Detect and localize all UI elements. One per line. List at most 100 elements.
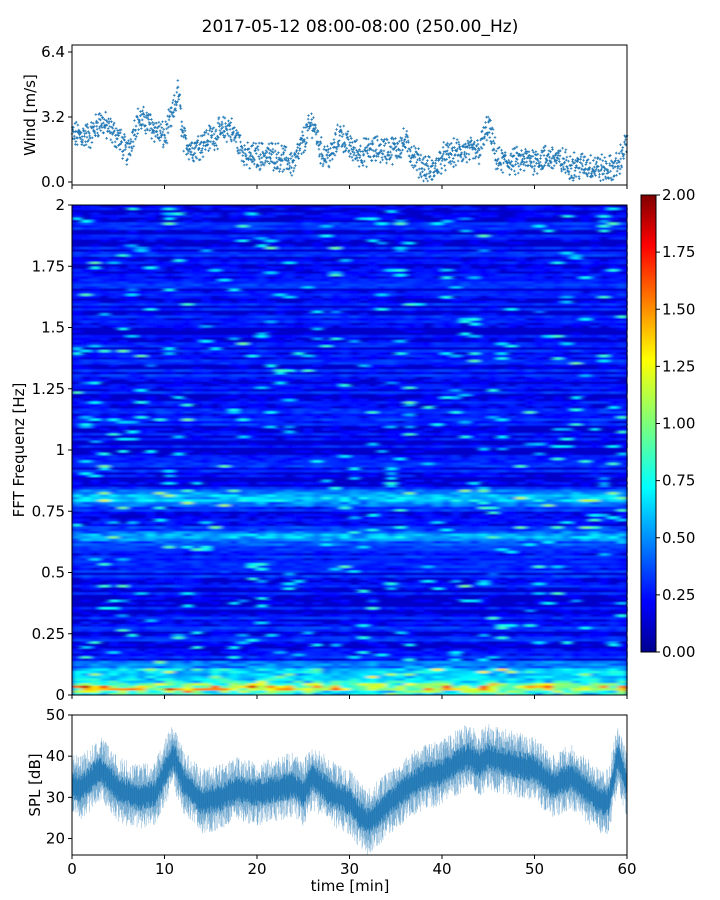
spectrogram-cell <box>146 543 156 546</box>
spectrogram-cell <box>155 619 166 622</box>
spectrogram-cell <box>229 672 240 676</box>
spectrogram-cell <box>229 660 240 664</box>
spectrogram-cell <box>257 383 267 387</box>
spectrogram-cell <box>109 295 119 299</box>
spectrogram-cell <box>72 672 82 676</box>
wind-point <box>440 166 444 170</box>
spectrogram-cell <box>136 374 147 377</box>
spectrogram-cell <box>109 660 119 664</box>
spectrogram-cell <box>238 481 249 485</box>
spectrogram-cell <box>247 278 258 282</box>
spectrogram-cell <box>136 670 147 674</box>
spectrogram-cell <box>210 300 221 304</box>
spectrogram-cell <box>146 261 156 265</box>
spectrogram-cell <box>127 354 138 358</box>
spectrogram-cell <box>266 359 277 363</box>
spectrogram-cell <box>72 261 82 265</box>
spectrogram-cell <box>146 361 156 365</box>
spectrogram-cell <box>183 501 193 505</box>
spectrogram-cell <box>210 347 221 350</box>
spectrogram-cell <box>99 648 110 652</box>
spectrogram-cell <box>146 538 156 542</box>
spectrogram-cell <box>183 359 193 363</box>
spectrogram-cell <box>109 344 119 348</box>
spectrogram-cell <box>201 523 212 527</box>
spectrogram-cell <box>72 609 82 613</box>
wind-point <box>493 136 497 139</box>
spectrogram-cell <box>136 663 147 666</box>
spectrogram-cell <box>266 636 277 640</box>
spectrogram-cell <box>183 499 193 502</box>
spectrogram-cell <box>136 567 147 571</box>
wind-point <box>172 94 176 97</box>
spectrogram-cell <box>127 278 138 282</box>
spectrogram-cell <box>109 266 119 270</box>
spectrogram-cell <box>229 690 240 693</box>
wind-point <box>468 158 471 161</box>
wind-point <box>234 140 238 144</box>
wind-point <box>152 131 156 135</box>
spectrogram-cell <box>90 628 101 632</box>
spectrogram-cell <box>173 687 184 691</box>
spectrogram-cell <box>109 229 119 233</box>
spectrogram-cell <box>210 280 221 284</box>
spectrogram-cell <box>210 670 221 674</box>
spectrogram-cell <box>164 538 175 542</box>
spectrogram-cell <box>257 457 267 461</box>
spectrogram-cell <box>155 601 166 605</box>
spectrogram-cell <box>99 670 110 674</box>
wind-point <box>73 137 76 141</box>
spectrogram-cell <box>173 459 184 463</box>
spectrogram-cell <box>90 325 101 328</box>
wind-point <box>163 133 167 137</box>
spectrogram-cell <box>192 445 203 448</box>
spectrogram-cell <box>192 391 203 395</box>
spectrogram-cell <box>247 501 258 505</box>
spectrogram-cell <box>109 376 119 380</box>
spectrogram-cell <box>257 670 267 674</box>
spectrogram-cell <box>118 626 129 630</box>
spectrogram-cell <box>220 503 230 507</box>
spectrogram-cell <box>118 445 129 448</box>
spectrogram-cell <box>192 687 203 691</box>
spectrogram-cell <box>210 555 221 559</box>
spectrogram-cell <box>201 307 212 311</box>
spectrogram-cell <box>210 491 221 495</box>
spectrogram-cell <box>238 503 249 507</box>
spectrogram-cell <box>72 503 82 507</box>
spectrogram-cell <box>118 567 129 571</box>
spectrogram-cell <box>192 462 203 466</box>
wind-point <box>285 167 289 171</box>
spectrogram-cell <box>210 496 221 500</box>
spectrogram-cell <box>173 623 184 627</box>
spectrogram-cell <box>127 552 138 556</box>
spectrogram-cell <box>266 499 277 502</box>
spectrogram-cell <box>164 670 175 674</box>
spectrogram-cell <box>247 347 258 350</box>
spectrogram-cell <box>229 474 240 478</box>
spectrogram-cell <box>81 317 92 321</box>
spectrogram-cell <box>118 423 129 426</box>
wind-point <box>238 151 242 155</box>
spectrogram-cell <box>109 258 119 262</box>
spectrogram-cell <box>136 430 147 434</box>
wind-point <box>619 157 623 161</box>
spectrogram-cell <box>127 445 138 448</box>
wind-point <box>96 131 99 135</box>
wind-point <box>467 152 471 156</box>
spectrogram-cell <box>210 638 221 642</box>
spectrogram-cell <box>99 256 110 260</box>
spectrogram-cell <box>275 650 286 654</box>
spectrogram-cell <box>192 628 203 632</box>
spectrogram-cell <box>183 670 193 674</box>
wind-point <box>544 144 547 148</box>
spectrogram-cell <box>81 663 92 666</box>
spectrogram-cell <box>257 579 267 583</box>
spectrogram-cell <box>275 381 286 385</box>
spectrogram-cell <box>81 606 92 610</box>
spectrogram-cell <box>275 499 286 502</box>
spectrogram-cell <box>109 555 119 559</box>
spectrogram-cell <box>155 263 166 267</box>
spectrogram-cell <box>90 650 101 654</box>
spectrogram-cell <box>72 545 82 549</box>
